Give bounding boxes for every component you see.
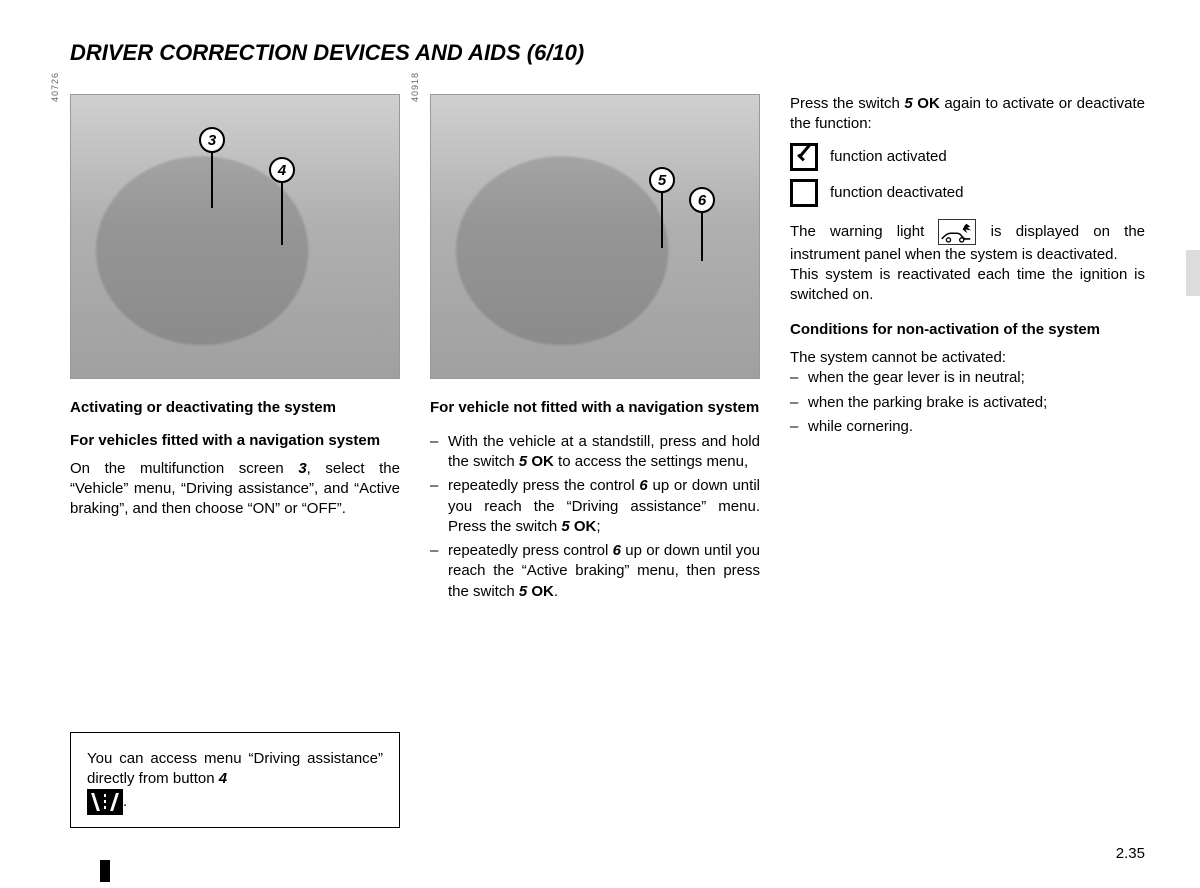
list-item: when the parking brake is activated; <box>790 393 1145 413</box>
callout-4: 4 <box>269 157 295 183</box>
note-box: You can access menu “Driving assistance”… <box>70 732 400 829</box>
col3-subhead: Conditions for non-activation of the sys… <box>790 321 1145 340</box>
column-2: 40918 5 6 For vehicle not fitted with a … <box>430 94 760 606</box>
list-item: when the gear lever is in neutral; <box>790 368 1145 388</box>
list-item: With the vehicle at a standstill, press … <box>430 432 760 473</box>
col3-list: when the gear lever is in neutral; when … <box>790 368 1145 437</box>
page-number: 2.35 <box>1116 845 1145 862</box>
col3-p2: The warning light is displayed on the in… <box>790 219 1145 265</box>
leader-5 <box>661 193 663 248</box>
figure-1: 3 4 <box>70 94 400 379</box>
checkbox-checked-icon <box>790 143 818 171</box>
leader-6 <box>701 213 703 261</box>
col1-paragraph: On the multifunction screen 3, select th… <box>70 459 400 520</box>
title-main: DRIVER CORRECTION DEVICES AND AIDS <box>70 40 521 65</box>
col1-subhead-1: Activating or deactivating the system <box>70 399 400 418</box>
callout-6: 6 <box>689 187 715 213</box>
col1-subhead-2: For vehicles fitted with a navigation sy… <box>70 432 400 451</box>
photo-ref-2: 40918 <box>410 72 420 102</box>
title-counter: (6/10) <box>527 40 584 65</box>
callout-5: 5 <box>649 167 675 193</box>
leader-3 <box>211 153 213 208</box>
edge-tab <box>1186 250 1200 296</box>
photo-ref-1: 40726 <box>50 72 60 102</box>
column-3: Press the switch 5 OK again to activate … <box>790 94 1145 606</box>
list-item: while cornering. <box>790 417 1145 437</box>
checkbox-deactivated-label: function deactivated <box>830 184 963 201</box>
column-1: 40726 3 4 Activating or deactivating the… <box>70 94 400 606</box>
checkbox-activated-row: function activated <box>790 143 1145 171</box>
col3-p3: This system is reactivated each time the… <box>790 265 1145 306</box>
col3-p1: Press the switch 5 OK again to activate … <box>790 94 1145 135</box>
callout-3: 3 <box>199 127 225 153</box>
col2-subhead: For vehicle not fitted with a navigation… <box>430 399 760 418</box>
checkbox-deactivated-row: function deactivated <box>790 179 1145 207</box>
page-title: DRIVER CORRECTION DEVICES AND AIDS (6/10… <box>70 40 1145 66</box>
col2-list: With the vehicle at a standstill, press … <box>430 432 760 602</box>
footer-mark <box>100 860 110 882</box>
list-item: repeatedly press control 6 up or down un… <box>430 541 760 602</box>
content-columns: 40726 3 4 Activating or deactivating the… <box>70 94 1145 606</box>
lane-assist-icon <box>87 789 123 815</box>
checkbox-unchecked-icon <box>790 179 818 207</box>
list-item: repeatedly press the control 6 up or dow… <box>430 476 760 537</box>
collision-warning-icon <box>938 219 976 245</box>
checkbox-activated-label: function activated <box>830 148 947 165</box>
leader-4 <box>281 183 283 245</box>
col3-intro: The system cannot be activated: <box>790 348 1145 368</box>
figure-2: 5 6 <box>430 94 760 379</box>
